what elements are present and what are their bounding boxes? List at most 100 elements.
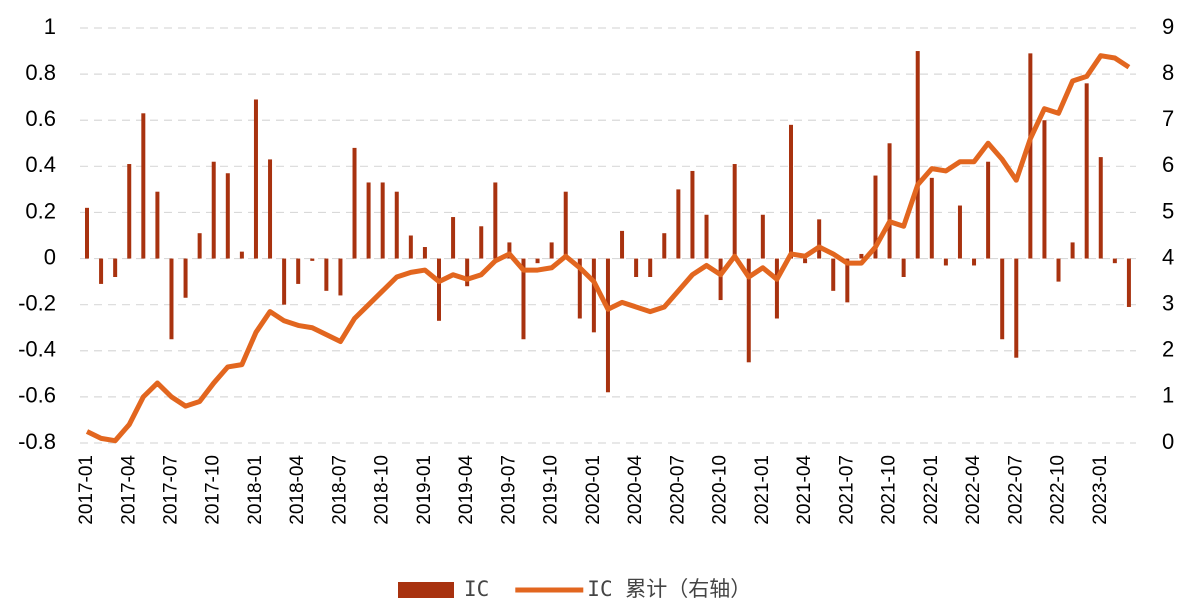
x-tick-label: 2020-10 (710, 455, 731, 525)
bar (296, 258, 301, 284)
bar (972, 258, 977, 266)
bar (507, 242, 512, 259)
bar (155, 191, 160, 259)
bar (746, 258, 751, 363)
bar (563, 191, 568, 259)
bar (408, 235, 413, 259)
bar (1056, 258, 1061, 282)
bar (1000, 258, 1005, 340)
bar (943, 258, 948, 266)
x-tick-label: 2018-10 (372, 455, 393, 525)
bar (225, 173, 230, 259)
bar (338, 258, 343, 296)
y-tick-label: -0.8 (18, 429, 56, 454)
bar (465, 258, 470, 287)
bar (422, 247, 427, 259)
y-tick-label: 0 (44, 244, 56, 269)
bar (648, 258, 653, 277)
bar (1028, 53, 1033, 259)
x-tick-label: 2018-01 (245, 455, 266, 525)
x-tick-label: 2022-07 (1005, 455, 1026, 525)
x-tick-label: 2020-04 (625, 455, 646, 525)
bar (845, 258, 850, 303)
bar (1070, 242, 1075, 259)
x-tick-label: 2018-04 (287, 455, 308, 525)
bar (732, 164, 737, 259)
bar (183, 258, 188, 298)
y2-tick-label: 9 (1162, 14, 1174, 39)
y2-tick-label: 0 (1162, 429, 1174, 454)
x-tick-label: 2019-10 (541, 455, 562, 525)
bar (915, 51, 920, 259)
y-tick-label: -0.4 (18, 337, 56, 362)
bar (366, 182, 371, 259)
bar (577, 258, 582, 319)
bar (310, 258, 315, 261)
y-tick-label: 0.8 (25, 60, 56, 85)
x-tick-label: 2021-01 (752, 455, 773, 525)
legend-swatch (398, 582, 454, 598)
y2-tick-label: 4 (1162, 244, 1174, 269)
bar (929, 177, 934, 259)
x-tick-label: 2020-01 (583, 455, 604, 525)
bar (394, 191, 399, 259)
bar (887, 143, 892, 259)
x-tick-label: 2021-10 (879, 455, 900, 525)
y2-tick-label: 7 (1162, 106, 1174, 131)
bar (253, 99, 258, 259)
bar (85, 207, 89, 259)
bar (1014, 258, 1019, 358)
x-tick-label: 2019-01 (414, 455, 435, 525)
bar (127, 164, 132, 259)
line (85, 53, 1131, 444)
bar (662, 233, 667, 259)
bar (1084, 83, 1089, 259)
bar (169, 258, 174, 340)
bar (113, 258, 118, 277)
x-tick-label: 2021-07 (836, 455, 857, 525)
bar (676, 189, 681, 259)
bar (901, 258, 906, 277)
y-tick-label: 0.6 (25, 106, 56, 131)
bar (789, 124, 793, 259)
x-tick-label: 2019-07 (498, 455, 519, 525)
bar (141, 113, 146, 259)
bar (479, 226, 484, 259)
x-tick-label: 2019-04 (456, 455, 477, 525)
x-tick-label: 2023-01 (1090, 455, 1111, 525)
bar (957, 205, 962, 259)
x-tick-label: 2022-10 (1048, 455, 1069, 525)
x-tick-label: 2022-01 (921, 455, 942, 525)
x-tick-label: 2017-01 (76, 455, 97, 525)
bar (873, 175, 878, 259)
bar (774, 258, 779, 319)
y2-tick-label: 5 (1162, 198, 1174, 223)
bar (690, 170, 695, 259)
bar (211, 161, 216, 259)
y2-tick-label: 1 (1162, 383, 1174, 408)
bar (268, 159, 273, 259)
y-tick-label: 0.4 (25, 152, 56, 177)
y-tick-label: -0.2 (18, 290, 56, 315)
bar (817, 219, 822, 259)
bar (605, 258, 610, 393)
bar (1042, 120, 1047, 259)
bar (704, 214, 709, 259)
bar (986, 161, 991, 259)
y-tick-label: -0.6 (18, 383, 56, 408)
x-tick-label: 2021-04 (794, 455, 815, 525)
x-tick-label: 2017-07 (160, 455, 181, 525)
bar (591, 258, 596, 333)
bar (352, 147, 357, 259)
y2-tick-label: 3 (1162, 290, 1174, 315)
y-tick-label: 0.2 (25, 198, 56, 223)
x-tick-label: 2017-10 (203, 455, 224, 525)
bar (1112, 258, 1117, 264)
x-tick-label: 2022-04 (963, 455, 984, 525)
y2-tick-label: 6 (1162, 152, 1174, 177)
bar (859, 253, 864, 259)
x-tick-label: 2018-07 (329, 455, 350, 525)
bar (380, 182, 385, 259)
bar (803, 258, 808, 264)
